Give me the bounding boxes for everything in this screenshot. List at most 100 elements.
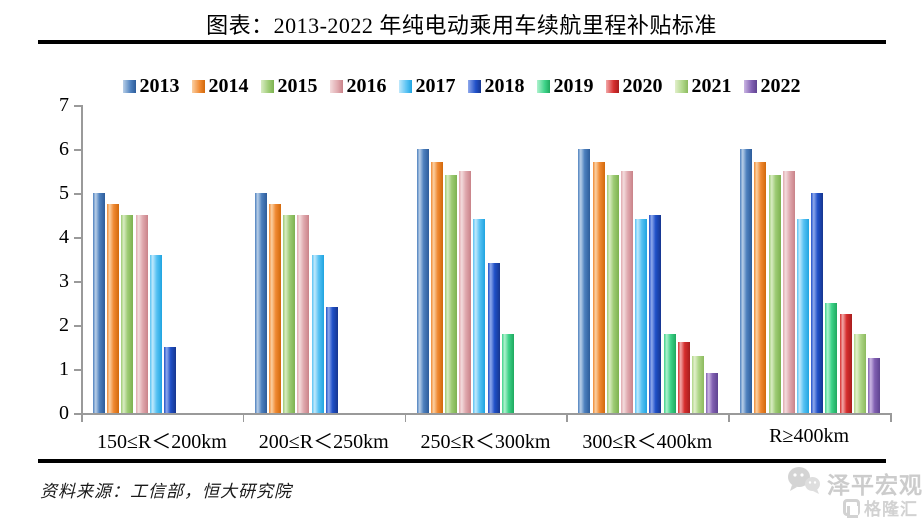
bar-2013-250≤R＜300km — [416, 149, 429, 413]
y-tick — [74, 369, 81, 371]
bar-2015-150≤R＜200km — [121, 215, 134, 413]
bar-2014-150≤R＜200km — [107, 204, 120, 413]
y-tick — [74, 105, 81, 107]
y-tick-label: 6 — [59, 138, 69, 160]
bar-2017-150≤R＜200km — [149, 254, 162, 413]
bar-2018-200≤R＜250km — [325, 307, 338, 413]
bar-2014-300≤R＜400km — [592, 162, 605, 413]
legend-item-2018: 2018 — [467, 75, 525, 97]
bar-2016-150≤R＜200km — [135, 215, 148, 413]
bar-2017-R≥400km — [797, 219, 809, 413]
bar-2017-300≤R＜400km — [635, 219, 648, 413]
bar-2022-R≥400km — [868, 357, 880, 413]
y-tick-label: 0 — [59, 402, 69, 424]
chart-title: 图表：2013-2022 年纯电动乘用车续航里程补贴标准 — [206, 13, 717, 38]
legend-label: 2015 — [277, 75, 318, 97]
bar-2018-R≥400km — [811, 193, 824, 413]
y-tick — [74, 237, 81, 239]
legend-label: 2013 — [139, 75, 180, 97]
bar-2013-R≥400km — [740, 149, 753, 413]
x-category-label: 250≤R＜300km — [420, 431, 551, 453]
x-tick — [566, 415, 568, 422]
bar-2013-300≤R＜400km — [578, 149, 591, 413]
legend-label: 2020 — [622, 75, 663, 97]
wechat-icon — [786, 465, 822, 500]
legend-label: 2021 — [691, 75, 732, 97]
bar-2014-250≤R＜300km — [430, 162, 443, 413]
legend-swatch-2021 — [674, 79, 688, 93]
bar-2022-300≤R＜400km — [706, 372, 719, 413]
chart-legend: 2013 2014 2015 2016 2017 2018 2019 2020 2021 2022 — [0, 76, 923, 96]
watermark-gelonghui-text: 格隆汇 — [864, 500, 918, 519]
legend-swatch-2014 — [191, 79, 205, 93]
y-tick-label: 5 — [59, 182, 69, 204]
bar-2019-R≥400km — [825, 303, 838, 413]
bar-2014-R≥400km — [754, 162, 767, 413]
y-tick — [74, 413, 81, 415]
x-category-label: R≥400km — [769, 425, 850, 447]
legend-label: 2017 — [415, 75, 456, 97]
bar-2014-200≤R＜250km — [269, 204, 281, 413]
legend-swatch-2018 — [467, 79, 481, 93]
legend-swatch-2013 — [122, 79, 136, 93]
bar-2013-150≤R＜200km — [93, 193, 105, 413]
top-divider — [38, 40, 886, 44]
bar-2015-300≤R＜400km — [606, 175, 619, 413]
bar-2013-200≤R＜250km — [254, 193, 267, 413]
bar-2017-200≤R＜250km — [311, 254, 324, 413]
bar-2021-R≥400km — [853, 333, 866, 413]
bar-2018-250≤R＜300km — [487, 263, 500, 413]
bar-2020-R≥400km — [839, 314, 852, 413]
legend-item-2022: 2022 — [743, 75, 801, 97]
bar-2019-300≤R＜400km — [663, 333, 676, 413]
y-tick-label: 4 — [59, 226, 69, 248]
bar-2019-250≤R＜300km — [501, 333, 514, 413]
bar-2018-300≤R＜400km — [649, 215, 662, 413]
bar-2017-250≤R＜300km — [473, 219, 486, 413]
x-axis — [81, 413, 892, 415]
bar-2018-150≤R＜200km — [164, 347, 176, 413]
bar-2020-300≤R＜400km — [677, 341, 690, 413]
data-source-note: 资料来源：工信部，恒大研究院 — [40, 482, 292, 501]
y-tick-label: 3 — [59, 270, 69, 292]
y-tick — [74, 325, 81, 327]
bottom-divider — [38, 459, 886, 463]
legend-swatch-2017 — [398, 79, 412, 93]
x-category-label: 150≤R＜200km — [96, 431, 227, 453]
legend-swatch-2019 — [536, 79, 550, 93]
bar-2016-250≤R＜300km — [459, 171, 472, 413]
x-category-label: 200≤R＜250km — [258, 431, 389, 453]
bar-2015-250≤R＜300km — [445, 175, 457, 413]
gelonghui-icon — [843, 499, 860, 518]
x-tick — [890, 415, 892, 422]
legend-label: 2014 — [208, 75, 249, 97]
legend-swatch-2022 — [743, 79, 757, 93]
y-tick — [74, 281, 81, 283]
legend-swatch-2020 — [605, 79, 619, 93]
y-tick — [74, 149, 81, 151]
legend-item-2021: 2021 — [674, 75, 732, 97]
legend-item-2014: 2014 — [191, 75, 249, 97]
bar-2016-200≤R＜250km — [297, 215, 310, 413]
x-category-label: 300≤R＜400km — [582, 431, 713, 453]
legend-swatch-2016 — [329, 79, 343, 93]
legend-label: 2019 — [553, 75, 594, 97]
legend-item-2020: 2020 — [605, 75, 663, 97]
bar-2021-300≤R＜400km — [692, 355, 704, 413]
x-tick — [728, 415, 730, 422]
watermark-zeping: 泽平宏观 — [786, 465, 923, 500]
y-tick-label: 1 — [59, 358, 69, 380]
watermark-gelonghui: 格隆汇 — [843, 495, 918, 520]
bar-2015-R≥400km — [768, 175, 781, 413]
legend-item-2017: 2017 — [398, 75, 456, 97]
y-axis — [81, 105, 83, 413]
bar-2016-300≤R＜400km — [621, 171, 633, 413]
x-tick — [404, 415, 407, 422]
x-tick — [242, 415, 245, 422]
bar-2016-R≥400km — [782, 171, 795, 413]
legend-label: 2018 — [484, 75, 525, 97]
legend-label: 2022 — [760, 75, 801, 97]
y-tick-label: 7 — [59, 94, 69, 116]
